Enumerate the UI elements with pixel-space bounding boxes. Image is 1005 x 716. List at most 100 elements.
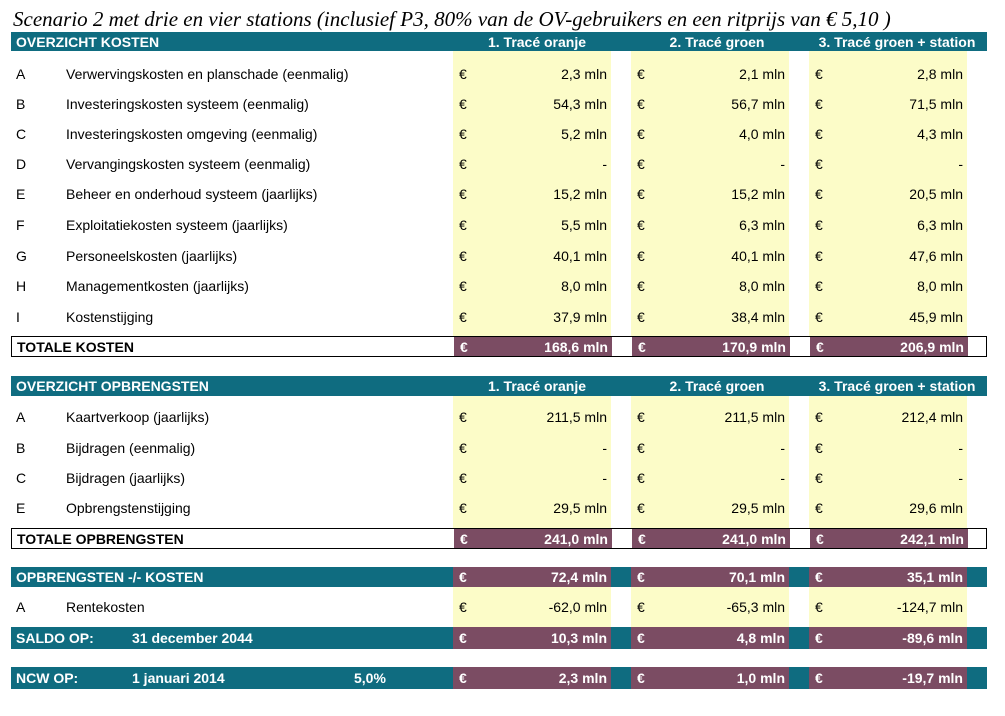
- euro-sign: €: [816, 530, 824, 547]
- cost-row: H Managementkosten (jaarlijks) €8,0 mln €8,…: [11, 270, 987, 301]
- total-value-2[interactable]: 170,9 mln: [722, 338, 786, 355]
- value-cell-3[interactable]: 47,6 mln: [909, 247, 963, 264]
- costs-spacer: [11, 51, 987, 58]
- value-column-bg: [453, 58, 611, 89]
- value-cell-3[interactable]: -: [958, 155, 963, 172]
- summary-value-3[interactable]: -89,6 mln: [902, 630, 963, 646]
- value-cell-1[interactable]: 29,5 mln: [553, 499, 607, 516]
- value-cell-3[interactable]: 2,8 mln: [917, 65, 963, 82]
- value-column-bg: [631, 332, 789, 336]
- value-cell-2[interactable]: 211,5 mln: [724, 408, 785, 425]
- ncw-rate: 5,0%: [354, 670, 386, 686]
- value-cell-1[interactable]: 8,0 mln: [561, 277, 607, 294]
- value-cell-1[interactable]: -: [602, 439, 607, 456]
- value-cell-3[interactable]: 8,0 mln: [917, 277, 963, 294]
- value-column-bg: [631, 148, 789, 179]
- euro-sign: €: [815, 630, 823, 646]
- total-value-bg: [632, 337, 790, 356]
- total-value-1[interactable]: 168,6 mln: [544, 338, 608, 355]
- euro-sign: €: [459, 185, 467, 202]
- summary-value-3[interactable]: 35,1 mln: [906, 569, 963, 585]
- value-cell-3[interactable]: 45,9 mln: [909, 308, 963, 325]
- value-cell-2[interactable]: 40,1 mln: [731, 247, 785, 264]
- column-header-2: 2. Tracé groen: [669, 33, 765, 50]
- value-column-bg: [809, 58, 967, 89]
- value-column-bg: [631, 178, 789, 209]
- value-column-bg: [453, 523, 611, 528]
- value-cell-2[interactable]: 4,0 mln: [739, 125, 785, 142]
- summary-value-3[interactable]: -19,7 mln: [902, 670, 963, 686]
- value-cell-2[interactable]: 29,5 mln: [731, 499, 785, 516]
- value-cell-3[interactable]: 20,5 mln: [909, 185, 963, 202]
- value-cell-1[interactable]: 2,3 mln: [561, 65, 607, 82]
- value-cell-3[interactable]: 212,4 mln: [901, 408, 963, 425]
- total-value-2[interactable]: 241,0 mln: [722, 530, 786, 547]
- summary-value-1[interactable]: 72,4 mln: [550, 569, 607, 585]
- value-cell-2[interactable]: 56,7 mln: [731, 95, 785, 112]
- summary-value-1[interactable]: 2,3 mln: [558, 670, 607, 686]
- revenue-row: B Bijdragen (eenmalig) € - € - € -: [11, 432, 987, 463]
- row-letter: I: [16, 308, 20, 325]
- column-header-1: 1. Tracé oranje: [487, 33, 587, 50]
- value-cell-1[interactable]: -62,0 mln: [548, 599, 607, 615]
- value-cell-2[interactable]: -: [780, 439, 785, 456]
- section-header-label: OVERZICHT KOSTEN: [16, 33, 160, 50]
- value-cell-3[interactable]: -124,7 mln: [896, 599, 963, 615]
- total-value-1[interactable]: 241,0 mln: [544, 530, 608, 547]
- value-cell-1[interactable]: -: [602, 469, 607, 486]
- ncw-date: 1 januari 2014: [132, 670, 225, 686]
- value-cell-2[interactable]: 15,2 mln: [731, 185, 785, 202]
- euro-sign: €: [815, 185, 823, 202]
- value-cell-3[interactable]: 29,6 mln: [909, 499, 963, 516]
- value-column-bg: [453, 178, 611, 209]
- value-cell-2[interactable]: 2,1 mln: [739, 65, 785, 82]
- value-cell-1[interactable]: 5,2 mln: [561, 125, 607, 142]
- euro-sign: €: [637, 277, 645, 294]
- summary-value-2[interactable]: 70,1 mln: [728, 569, 785, 585]
- total-value-3[interactable]: 206,9 mln: [900, 338, 964, 355]
- euro-sign: €: [637, 469, 645, 486]
- euro-sign: €: [637, 155, 645, 172]
- row-label: Investeringskosten omgeving (eenmalig): [66, 125, 318, 142]
- euro-sign: €: [637, 65, 645, 82]
- value-cell-2[interactable]: 8,0 mln: [739, 277, 785, 294]
- euro-sign: €: [815, 155, 823, 172]
- value-cell-2[interactable]: -65,3 mln: [726, 599, 785, 615]
- row-letter: A: [16, 65, 26, 82]
- value-cell-2[interactable]: 6,3 mln: [739, 216, 785, 233]
- value-cell-1[interactable]: 54,3 mln: [553, 95, 607, 112]
- value-column-bg: [809, 51, 967, 58]
- euro-sign: €: [459, 439, 467, 456]
- total-value-bg: [454, 529, 612, 548]
- value-column-bg: [631, 462, 789, 493]
- total-value-3[interactable]: 242,1 mln: [900, 530, 964, 547]
- row-label: Kaartverkoop (jaarlijks): [66, 408, 210, 425]
- revenue-row: C Bijdragen (jaarlijks) € - € - € -: [11, 462, 987, 493]
- value-cell-2[interactable]: -: [780, 155, 785, 172]
- euro-sign: €: [637, 125, 645, 142]
- summary-value-1[interactable]: 10,3 mln: [550, 630, 607, 646]
- value-cell-1[interactable]: 15,2 mln: [553, 185, 607, 202]
- row-label: Personeelskosten (jaarlijks): [66, 247, 238, 264]
- value-cell-1[interactable]: 211,5 mln: [546, 408, 607, 425]
- section-header-label: OVERZICHT OPBRENGSTEN: [16, 378, 209, 394]
- value-cell-2[interactable]: -: [780, 469, 785, 486]
- value-cell-3[interactable]: -: [958, 469, 963, 486]
- summary-value-2[interactable]: 1,0 mln: [736, 670, 785, 686]
- total-label: TOTALE OPBRENGSTEN: [17, 530, 184, 547]
- row-label: Investeringskosten systeem (eenmalig): [66, 95, 309, 112]
- value-cell-2[interactable]: 38,4 mln: [731, 308, 785, 325]
- value-cell-1[interactable]: 40,1 mln: [553, 247, 607, 264]
- value-cell-1[interactable]: 5,5 mln: [561, 216, 607, 233]
- value-cell-3[interactable]: 4,3 mln: [917, 125, 963, 142]
- value-column-bg: [809, 209, 967, 240]
- summary-value-2[interactable]: 4,8 mln: [736, 630, 785, 646]
- value-cell-1[interactable]: -: [602, 155, 607, 172]
- value-cell-1[interactable]: 37,9 mln: [553, 308, 607, 325]
- value-cell-3[interactable]: -: [958, 439, 963, 456]
- value-cell-3[interactable]: 6,3 mln: [917, 216, 963, 233]
- value-column-bg: [453, 88, 611, 119]
- euro-sign: €: [459, 308, 467, 325]
- value-column-bg: [453, 51, 611, 58]
- value-cell-3[interactable]: 71,5 mln: [909, 95, 963, 112]
